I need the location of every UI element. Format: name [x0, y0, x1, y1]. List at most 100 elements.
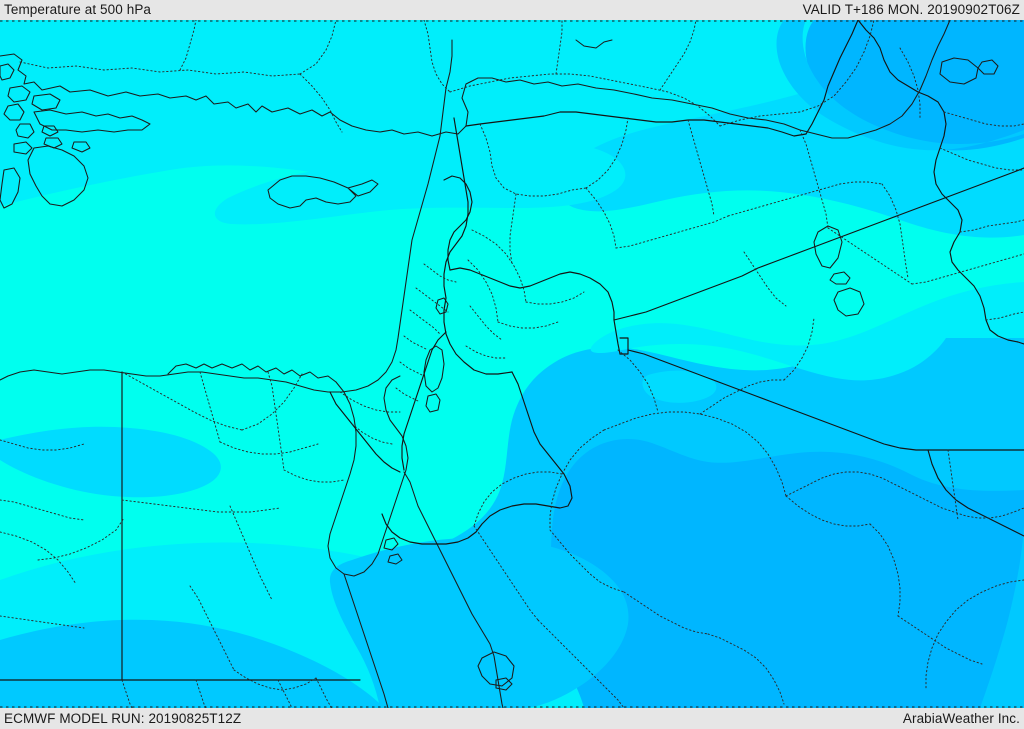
coastline-lake-van: [939, 57, 979, 85]
admin-libya-b: [0, 499, 85, 521]
admin-saudi-l: [473, 471, 563, 527]
coastline-lake-tharthar: [813, 225, 843, 269]
border-turkey-syria: [465, 111, 807, 137]
admin-turkey-h: [659, 20, 697, 91]
admin-jordan-c: [467, 259, 499, 323]
admin-jordan-f: [465, 345, 507, 359]
admin-egypt-m: [229, 505, 273, 601]
temperature-band-cyan: [0, 20, 1024, 206]
map-canvas[interactable]: [0, 20, 1024, 708]
coastline-rhodes: [3, 103, 25, 121]
admin-israel-c: [409, 309, 441, 335]
border-turkey-iraq-iran: [805, 20, 859, 135]
admin-syria-e: [615, 215, 729, 249]
coastline-cyprus: [267, 175, 379, 209]
coastline-lake-razazah: [833, 287, 865, 317]
admin-israel-a: [423, 263, 457, 283]
admin-israel-b: [415, 287, 449, 313]
admin-iraq-f: [743, 251, 787, 307]
admin-sudan-a: [277, 679, 293, 708]
coastline-red-sea-east: [403, 471, 504, 708]
admin-saudi-o: [617, 349, 659, 413]
admin-egypt-f: [283, 469, 345, 483]
admin-saudi-d: [549, 529, 625, 593]
coastline-redsea-island-a: [383, 537, 399, 551]
temperature-band-sw-core: [0, 619, 383, 708]
footer-bar: ECMWF MODEL RUN: 20190825T12Z ArabiaWeat…: [0, 708, 1024, 729]
model-run-label: ECMWF MODEL RUN: 20190825T12Z: [4, 710, 242, 726]
coastline-dead-sea-south: [425, 393, 441, 413]
admin-egypt-e: [267, 371, 285, 471]
coastline-island-small-c: [43, 137, 63, 149]
admin-saudi-i: [785, 471, 1024, 519]
admin-sudan-b: [121, 679, 133, 708]
admin-saudi-f: [707, 633, 785, 705]
admin-egypt-h: [37, 517, 125, 561]
admin-turkey-d: [179, 20, 197, 71]
header-bar: Temperature at 500 hPa VALID T+186 MON. …: [0, 0, 1024, 20]
valid-time-label: VALID T+186 MON. 20190902T06Z: [802, 2, 1020, 17]
admin-iraq-b: [799, 129, 829, 229]
admin-egypt-a: [121, 371, 243, 431]
admin-turkey-a: [19, 61, 301, 77]
admin-iraq-c: [827, 227, 913, 285]
admin-saudi-g: [869, 523, 901, 617]
coastline-dead-sea: [423, 345, 445, 393]
temperature-band-north-deep: [805, 20, 1024, 151]
coastline-island-large-south: [27, 145, 89, 207]
border-lebanon-syria: [443, 175, 473, 271]
border-saudi-north: [627, 349, 1024, 451]
admin-turkey-b: [299, 20, 337, 75]
temperature-band-north-halo: [776, 20, 1024, 151]
page-title: Temperature at 500 hPa: [4, 2, 152, 17]
coastline-greek-island-a: [0, 63, 15, 81]
coastline-redsea-island-d: [495, 677, 513, 691]
coastline-levant: [0, 39, 453, 393]
admin-egypt-d: [219, 441, 319, 455]
coastline-greek-island-b: [7, 85, 31, 103]
border-jordan-saudi-east: [613, 319, 621, 355]
forecast-map[interactable]: [0, 20, 1024, 708]
admin-israel-d: [403, 335, 429, 351]
admin-saudi-p: [699, 379, 785, 415]
border-israel-sinai: [401, 331, 447, 471]
coastline-island-west: [0, 167, 21, 209]
coastline-crete: [33, 109, 151, 133]
admin-sudan-c: [195, 679, 207, 708]
coastline-redsea-island-c: [477, 651, 515, 687]
admin-iran-d: [985, 311, 1024, 321]
admin-boundaries: [0, 20, 1024, 708]
admin-saudi-h: [897, 615, 983, 665]
border-jordan-saudi-notch: [619, 337, 629, 355]
temperature-field: [0, 20, 1024, 708]
admin-turkey-c: [299, 73, 343, 133]
coastline-lake-urmia: [977, 59, 999, 75]
admin-iraq-a: [727, 181, 883, 217]
admin-saudi-m: [473, 525, 539, 621]
admin-syria-c: [585, 187, 617, 249]
admin-iran-c: [959, 219, 1024, 233]
temperature-blob-central: [642, 370, 717, 403]
admin-egypt-j: [189, 585, 235, 671]
coastline-sea-of-galilee: [435, 297, 449, 315]
admin-saudi-a: [603, 411, 787, 497]
temperature-band-levantine-patch: [214, 144, 626, 225]
admin-egypt-i: [0, 531, 77, 585]
admin-syria-b: [585, 117, 629, 189]
temperature-band-arabia-cyan: [590, 282, 1024, 381]
admin-turkey-g: [555, 20, 563, 75]
admin-saudi-q: [783, 317, 815, 381]
admin-syria-f: [687, 119, 715, 217]
attribution-label: ArabiaWeather Inc.: [902, 710, 1020, 726]
coastlines: [0, 20, 999, 708]
admin-saudi-b: [785, 495, 871, 527]
coastline-sinai: [327, 375, 409, 577]
admin-saudi-k: [925, 579, 1024, 691]
admin-saudi-n: [537, 619, 625, 708]
admin-saudi-e: [623, 591, 709, 635]
coastline-redsea-island-b: [387, 553, 403, 565]
border-israel-jordan: [443, 117, 469, 299]
border-jordan-south: [381, 371, 573, 545]
border-iraq-saudi: [613, 167, 1024, 321]
